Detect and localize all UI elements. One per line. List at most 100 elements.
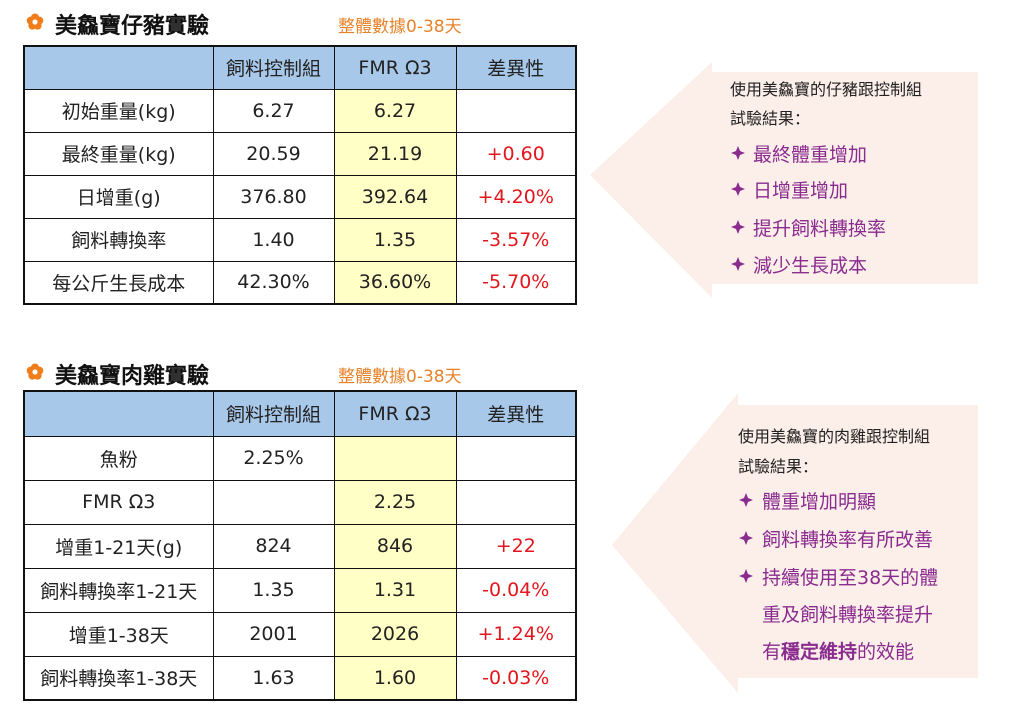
table-cell: 36.60% — [333, 260, 457, 305]
table-row: 日增重(g) 376.80 392.64 +4.20% — [23, 174, 577, 219]
table-cell: 2.25 — [333, 479, 457, 525]
bullet-star — [739, 493, 753, 507]
table-cell: 飼料轉換率1-21天 — [23, 567, 214, 613]
bullet-text: 重及飼料轉換率提升 — [762, 604, 934, 626]
table-cell: -0.04% — [455, 567, 577, 613]
header-cell: 飼料控制組 — [212, 390, 335, 437]
table-cell: 1.40 — [212, 217, 335, 262]
bullet-text: 減少生長成本 — [753, 255, 868, 277]
table-row: 初始重量(kg) 6.27 6.27 — [23, 88, 577, 133]
data-table: 飼料控制組 FMR Ω3 差異性 魚粉 2.25% FMR Ω3 2.25 增重1-21天(g… — [23, 390, 577, 701]
table-row: 增重1-38天 2001 2026 +1.24% — [23, 611, 577, 657]
bullet-text: 體重增加明顯 — [762, 491, 877, 513]
table-cell — [212, 479, 335, 525]
table-cell: +0.60 — [455, 131, 577, 176]
bullet-part: 穩定維持 — [781, 641, 858, 663]
table-cell: 2001 — [212, 611, 335, 657]
table-cell: +4.20% — [455, 174, 577, 219]
bullet-text: 飼料轉換率有所改善 — [762, 529, 934, 551]
table-cell: 增重1-38天 — [23, 611, 214, 657]
callout-arrow — [590, 62, 978, 298]
header-row: 飼料控制組 FMR Ω3 差異性 — [23, 45, 577, 90]
header-cell: 差異性 — [455, 45, 577, 90]
table-row: 最終重量(kg) 20.59 21.19 +0.60 — [23, 131, 577, 176]
callout-arrow — [612, 393, 978, 693]
table-cell: 1.35 — [333, 217, 457, 262]
table-cell: 每公斤生長成本 — [23, 260, 214, 305]
table-cell: 1.60 — [333, 655, 457, 701]
table-cell: 21.19 — [333, 131, 457, 176]
table-cell: 376.80 — [212, 174, 335, 219]
flower-center — [32, 369, 38, 375]
table-cell — [455, 435, 577, 481]
table-row: 飼料轉換率1-38天 1.63 1.60 -0.03% — [23, 655, 577, 701]
flower-center — [32, 19, 38, 25]
bullet-star — [739, 569, 753, 583]
bullet-part: 的效能 — [857, 641, 915, 663]
bullet-text: 有穩定維持的效能 — [762, 637, 914, 664]
table-body: 飼料控制組 FMR Ω3 差異性 初始重量(kg) 6.27 6.27 最終重量(kg) 20… — [23, 45, 577, 305]
table-cell: -0.03% — [455, 655, 577, 701]
table-row: 飼料轉換率1-21天 1.35 1.31 -0.04% — [23, 567, 577, 613]
callout-intro: 試驗結果： — [730, 109, 811, 128]
bullet-star — [731, 146, 745, 160]
table-cell: 1.31 — [333, 567, 457, 613]
table-cell: +1.24% — [455, 611, 577, 657]
table-cell — [455, 479, 577, 525]
table-row: 飼料轉換率 1.40 1.35 -3.57% — [23, 217, 577, 262]
bullet-text: 日增重增加 — [753, 180, 849, 202]
bullet-star — [731, 220, 745, 234]
table-cell: 魚粉 — [23, 435, 214, 481]
section-title: 美鱻寶仔豬實驗 — [55, 14, 210, 39]
table-cell: -3.57% — [455, 217, 577, 262]
bullet-star — [731, 257, 745, 271]
table-row: FMR Ω3 2.25 — [23, 479, 577, 525]
table-cell: 6.27 — [212, 88, 335, 133]
section-title: 美鱻寶肉雞實驗 — [55, 364, 210, 389]
header-cell: 差異性 — [455, 390, 577, 437]
table-cell: FMR Ω3 — [23, 479, 214, 525]
section-subtitle: 整體數據0-38天 — [338, 367, 462, 387]
table-cell: +22 — [455, 523, 577, 569]
table-cell: 392.64 — [333, 174, 457, 219]
table-cell: 飼料轉換率 — [23, 217, 214, 262]
table-cell: 2.25% — [212, 435, 335, 481]
table-cell: 846 — [333, 523, 457, 569]
section-subtitle: 整體數據0-38天 — [338, 17, 462, 37]
table-cell: -5.70% — [455, 260, 577, 305]
table-body: 飼料控制組 FMR Ω3 差異性 魚粉 2.25% FMR Ω3 2.25 增重1-21天(g… — [23, 390, 577, 701]
table-row: 魚粉 2.25% — [23, 435, 577, 481]
table-cell: 日增重(g) — [23, 174, 214, 219]
table-row: 每公斤生長成本 42.30% 36.60% -5.70% — [23, 260, 577, 305]
table-cell: 2026 — [333, 611, 457, 657]
header-cell: FMR Ω3 — [333, 390, 457, 437]
bullet-text: 提升飼料轉換率 — [753, 218, 887, 240]
bullet-part: 有 — [762, 641, 782, 663]
callout-intro: 試驗結果： — [738, 457, 819, 476]
header-cell — [23, 390, 214, 437]
bullet-star — [739, 531, 753, 545]
bullet-text: 持續使用至38天的體 — [762, 567, 939, 589]
table-cell: 初始重量(kg) — [23, 88, 214, 133]
callout-intro: 使用美鱻寶的肉雞跟控制組 — [738, 427, 931, 446]
bullet-star — [731, 182, 745, 196]
bullet-text: 最終體重增加 — [753, 144, 868, 166]
table-row: 增重1-21天(g) 824 846 +22 — [23, 523, 577, 569]
table-cell: 1.35 — [212, 567, 335, 613]
callout-intro: 使用美鱻寶的仔豬跟控制組 — [730, 80, 923, 99]
header-cell — [23, 45, 214, 90]
header-cell: 飼料控制組 — [212, 45, 335, 90]
table-cell: 6.27 — [333, 88, 457, 133]
table-cell: 增重1-21天(g) — [23, 523, 214, 569]
header-row: 飼料控制組 FMR Ω3 差異性 — [23, 390, 577, 437]
table-cell — [455, 88, 577, 133]
table-cell: 824 — [212, 523, 335, 569]
table-cell: 飼料轉換率1-38天 — [23, 655, 214, 701]
table-cell — [333, 435, 457, 481]
table-cell: 42.30% — [212, 260, 335, 305]
table-cell: 最終重量(kg) — [23, 131, 214, 176]
data-table: 飼料控制組 FMR Ω3 差異性 初始重量(kg) 6.27 6.27 最終重量(kg) 20… — [23, 45, 577, 305]
table-cell: 20.59 — [212, 131, 335, 176]
